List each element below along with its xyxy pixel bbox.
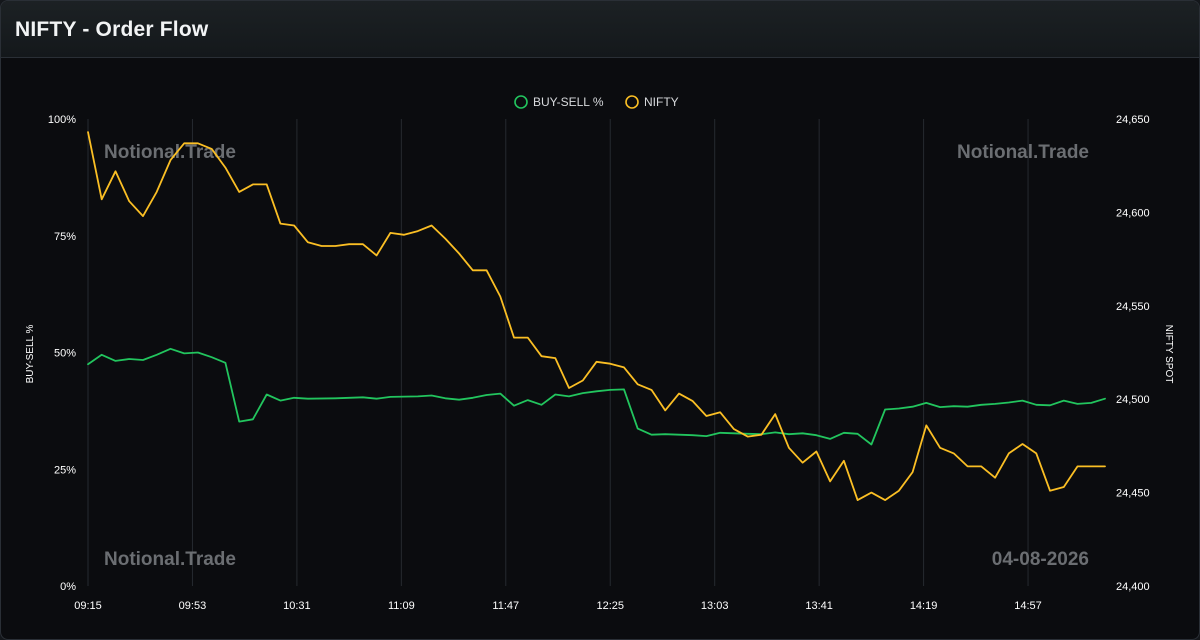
legend-item-nifty[interactable]: NIFTY — [625, 95, 679, 109]
legend-label-buy-sell: BUY-SELL % — [533, 95, 604, 109]
series-line-buy-sell[interactable] — [87, 347, 1106, 446]
y-right-tick-label: 24,650 — [1116, 114, 1150, 126]
watermark-top-right: Notional.Trade — [957, 142, 1089, 163]
legend-label-nifty: NIFTY — [644, 95, 679, 109]
legend-marker-nifty — [625, 95, 639, 109]
y-left-tick-label: 100% — [48, 114, 76, 126]
y-left-tick-label: 25% — [54, 464, 76, 476]
x-tick-label: 14:19 — [910, 600, 938, 612]
x-tick-label: 11:09 — [388, 600, 415, 612]
x-tick-label: 09:15 — [74, 600, 102, 612]
x-tick-label: 14:57 — [1014, 600, 1042, 612]
y-left-tick-label: 50% — [54, 348, 76, 360]
y-right-tick-label: 24,600 — [1116, 207, 1150, 219]
series-lines — [87, 131, 1106, 501]
y-right-tick-label: 24,400 — [1116, 581, 1150, 593]
watermarks: Notional.Trade Notional.Trade Notional.T… — [104, 142, 1089, 570]
page-title: NIFTY - Order Flow — [15, 18, 209, 41]
x-tick-label: 13:41 — [805, 600, 833, 612]
y-left-tick-label: 75% — [54, 231, 76, 243]
x-tick-label: 11:47 — [492, 600, 519, 612]
grid-lines — [87, 119, 1029, 586]
x-tick-label: 12:25 — [596, 600, 624, 612]
panel-header: NIFTY - Order Flow — [1, 1, 1199, 58]
watermark-bottom-right: 04-08-2026 — [992, 549, 1089, 570]
y-right-tick-label: 24,450 — [1116, 488, 1150, 500]
x-tick-label: 09:53 — [179, 600, 207, 612]
watermark-bottom-left: Notional.Trade — [104, 549, 236, 570]
y-left-tick-label: 0% — [60, 581, 76, 593]
x-tick-label: 13:03 — [701, 600, 729, 612]
series-line-nifty[interactable] — [87, 131, 1106, 501]
y-right-tick-label: 24,500 — [1116, 394, 1150, 406]
y-axis-right-label: NIFTY SPOT — [1163, 325, 1174, 384]
axis-ticks: 09:15 09:53 10:31 11:09 11:47 12:25 13:03 13:41… — [48, 114, 1150, 612]
y-right-tick-label: 24,550 — [1116, 301, 1150, 313]
legend-item-buy-sell[interactable]: BUY-SELL % — [514, 95, 604, 109]
y-axis-left-label: BUY-SELL % — [25, 325, 36, 384]
legend-marker-buy-sell — [514, 95, 528, 109]
chart-legend: BUY-SELL % NIFTY — [514, 95, 679, 109]
x-tick-label: 10:31 — [283, 600, 311, 612]
watermark-top-left: Notional.Trade — [104, 142, 236, 163]
